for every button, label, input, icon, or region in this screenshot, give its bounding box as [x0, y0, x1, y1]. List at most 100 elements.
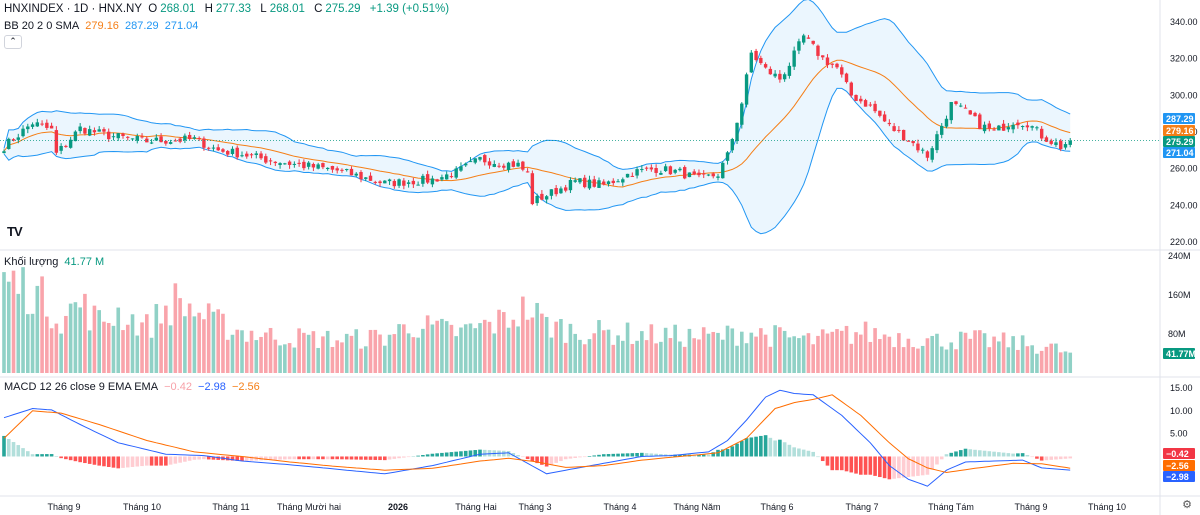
- volume-bar: [216, 309, 220, 373]
- macd-histogram-bar: [187, 456, 192, 461]
- volume-bar: [930, 335, 934, 373]
- macd-histogram-bar: [911, 456, 915, 477]
- macd-histogram-bar: [1058, 456, 1063, 460]
- macd-histogram-bar: [678, 454, 682, 457]
- macd-histogram-bar: [1001, 452, 1006, 457]
- macd-histogram-bar: [49, 454, 54, 457]
- macd-label[interactable]: MACD 12 26 close 9 EMA EMA: [4, 381, 159, 393]
- volume-bar: [916, 348, 920, 373]
- volume-bar: [468, 323, 473, 373]
- volume-bar: [1001, 332, 1006, 373]
- candle: [1068, 140, 1072, 145]
- candle: [321, 163, 325, 168]
- candle: [292, 163, 297, 165]
- volume-bar: [111, 325, 116, 373]
- tradingview-logo-icon[interactable]: TV: [7, 224, 23, 239]
- candle: [997, 125, 1001, 131]
- volume-bar: [958, 331, 963, 373]
- candle: [402, 180, 406, 186]
- macd-histogram-bar: [468, 450, 473, 457]
- macd-histogram-bar: [706, 454, 711, 457]
- volume-bar: [183, 316, 187, 373]
- macd-histogram-bar: [606, 454, 611, 457]
- macd-histogram-bar: [978, 450, 982, 457]
- volume-bar: [697, 339, 701, 373]
- candle: [673, 169, 677, 173]
- macd-histogram-bar: [1011, 453, 1015, 457]
- volume-bar: [45, 316, 49, 373]
- candle: [364, 177, 368, 179]
- macd-histogram-bar: [54, 456, 59, 457]
- macd-histogram-bar: [68, 456, 73, 461]
- macd-histogram-bar: [778, 439, 782, 457]
- candle: [716, 176, 720, 178]
- macd-histogram-bar: [1068, 456, 1073, 459]
- candle: [725, 152, 730, 161]
- volume-bar: [601, 330, 606, 373]
- candle: [26, 126, 30, 130]
- volume-bar: [421, 328, 425, 373]
- volume-bar: [640, 331, 644, 373]
- macd-histogram-bar: [292, 456, 297, 460]
- candle: [521, 161, 525, 170]
- price-marker-box: [1163, 125, 1195, 136]
- volume-bar: [768, 346, 773, 373]
- macd-histogram-bar: [592, 455, 597, 457]
- bb-basis-value: 279.16: [85, 20, 119, 32]
- price-tick-label: 340.00: [1170, 17, 1198, 27]
- candle: [954, 101, 958, 104]
- macd-histogram-bar: [87, 456, 92, 464]
- volume-label[interactable]: Khối lượng: [4, 256, 59, 268]
- candle: [744, 74, 749, 105]
- macd-histogram-bar: [149, 456, 154, 466]
- high-label: H: [204, 3, 213, 15]
- macd-histogram-bar: [164, 456, 168, 466]
- candle: [1054, 142, 1058, 146]
- volume-bar: [554, 321, 558, 373]
- candle: [735, 122, 739, 142]
- candle: [345, 169, 349, 171]
- symbol-name[interactable]: HNXINDEX · 1D · HNX.NY: [4, 3, 143, 15]
- volume-bar: [2, 272, 6, 373]
- volume-bar: [787, 337, 792, 373]
- volume-bar: [744, 343, 749, 373]
- candle: [792, 50, 796, 67]
- volume-bar: [11, 270, 16, 373]
- macd-histogram-bar: [535, 456, 539, 464]
- macd-histogram-bar: [21, 448, 25, 457]
- bb-label[interactable]: BB 20 2 0 SMA: [4, 20, 80, 32]
- volume-bar: [978, 330, 982, 373]
- candle: [411, 180, 416, 185]
- volume-bar: [944, 349, 949, 373]
- volume-bar: [221, 313, 225, 373]
- volume-bar: [259, 336, 263, 373]
- volume-bar: [911, 347, 915, 373]
- volume-bar: [49, 328, 54, 373]
- volume-bar: [659, 341, 663, 373]
- volume-tick-label: 240M: [1168, 251, 1191, 261]
- chevron-up-icon[interactable]: ⌃: [4, 35, 22, 49]
- candle: [544, 196, 549, 200]
- bb-upper-line: [3, 0, 1071, 172]
- volume-bar: [145, 314, 149, 373]
- macd-histogram-bar: [478, 449, 482, 457]
- volume-bar: [59, 333, 63, 373]
- candle: [630, 175, 635, 177]
- volume-bar: [516, 326, 520, 373]
- volume-layer: [2, 267, 1073, 373]
- macd-tick-label: 15.00: [1170, 383, 1193, 393]
- gear-icon[interactable]: ⚙: [1182, 499, 1192, 511]
- macd-histogram-bar: [230, 456, 235, 461]
- candle: [502, 165, 506, 168]
- volume-bar: [887, 336, 892, 373]
- volume-bar: [492, 333, 497, 373]
- symbol-legend: HNXINDEX · 1D · HNX.NY O 268.01 H 277.33 L…: [4, 3, 452, 15]
- volume-bar: [35, 285, 40, 373]
- candle: [354, 173, 358, 176]
- volume-bar: [797, 338, 801, 373]
- time-tick-label: Tháng 11: [212, 502, 249, 512]
- candle: [64, 145, 68, 147]
- volume-bar: [935, 333, 939, 373]
- candle: [468, 161, 473, 163]
- macd-histogram-bar: [625, 453, 630, 457]
